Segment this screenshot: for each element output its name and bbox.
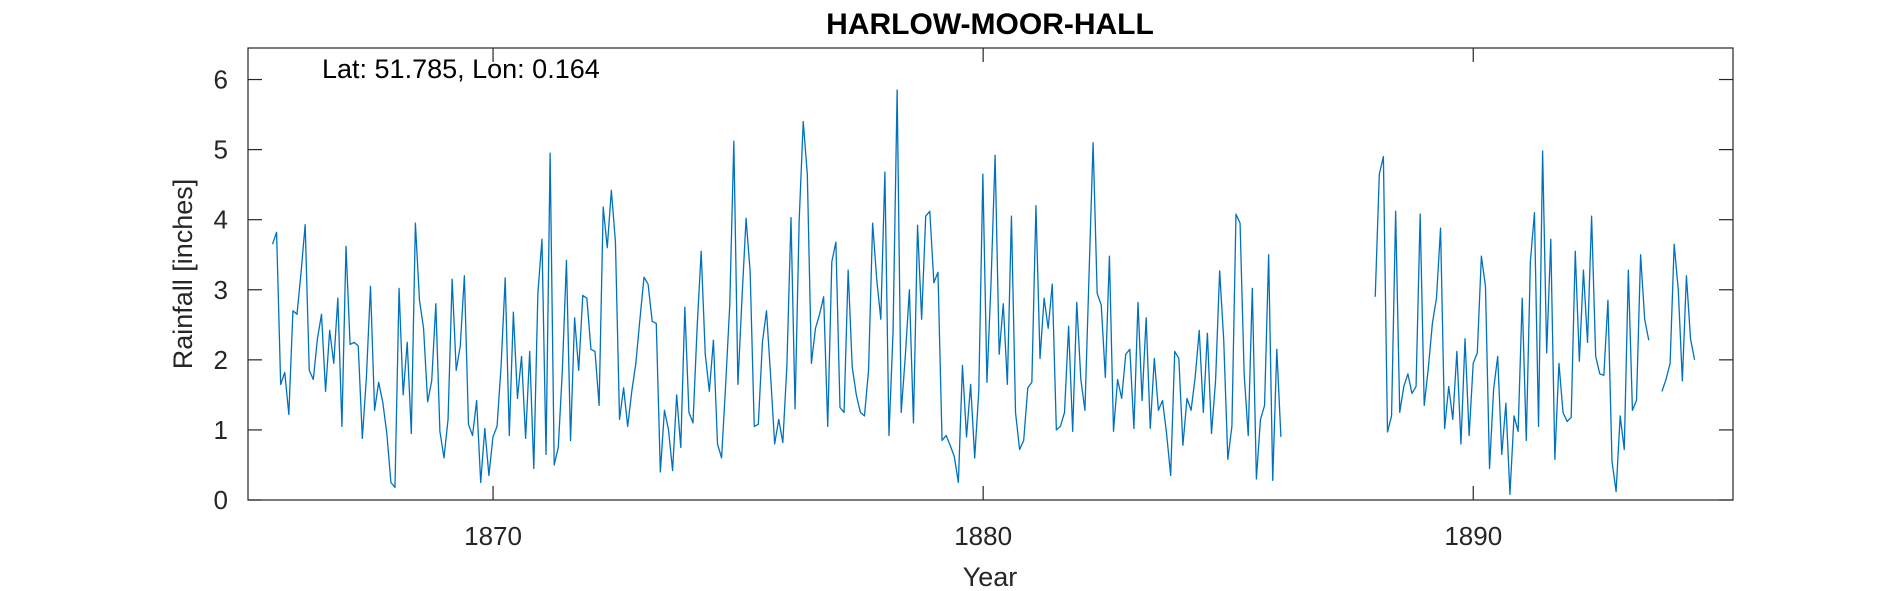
y-axis-title: Rainfall [inches] [168,179,198,370]
y-tick-label: 2 [214,345,228,375]
x-tick-label: 1870 [464,521,522,551]
y-tick-label: 4 [214,205,228,235]
y-tick-label: 5 [214,135,228,165]
chart-title: HARLOW-MOOR-HALL [826,8,1154,41]
data-series [271,89,1696,496]
y-tick-label: 1 [214,415,228,445]
rainfall-series-line-1 [271,89,1282,489]
y-tick-label: 6 [214,65,228,95]
station-coordinates-annotation: Lat: 51.785, Lon: 0.164 [322,54,600,84]
rainfall-series-line-3 [1661,243,1696,392]
y-tick-label: 0 [214,485,228,515]
y-tick-label: 3 [214,275,228,305]
axis-ticks: 0 1 2 3 4 5 6 1870 1880 1890 [214,48,1733,551]
x-tick-label: 1880 [954,521,1012,551]
x-axis-title: Year [963,562,1018,591]
plot-area [247,47,1734,501]
x-tick-label: 1890 [1444,521,1502,551]
rainfall-series-line-2 [1374,150,1650,496]
